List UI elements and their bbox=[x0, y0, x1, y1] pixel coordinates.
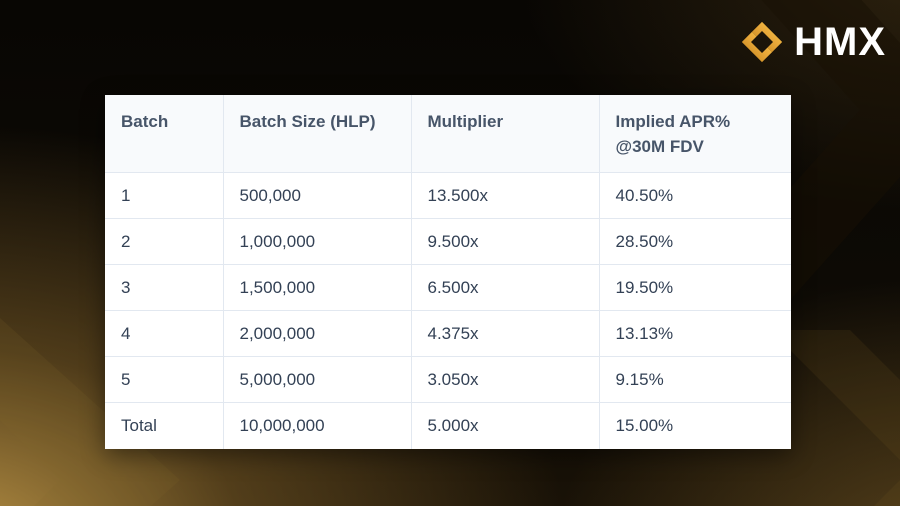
table-cell: 1 bbox=[105, 172, 223, 220]
table-row: 4 2,000,000 4.375x 13.13% bbox=[105, 310, 791, 358]
table-cell: 15.00% bbox=[598, 402, 791, 449]
table-cell: 1,500,000 bbox=[222, 264, 411, 312]
table-cell: 500,000 bbox=[222, 172, 411, 220]
table-cell: 10,000,000 bbox=[222, 402, 411, 449]
hmx-diamond-icon bbox=[741, 21, 783, 63]
table-cell: 3 bbox=[105, 264, 223, 312]
table-cell: 19.50% bbox=[598, 264, 791, 312]
header-cell-implied-apr: Implied APR% @30M FDV bbox=[598, 95, 791, 174]
header-cell-batch: Batch bbox=[105, 95, 223, 174]
header-cell-multiplier: Multiplier bbox=[410, 95, 599, 174]
table-cell: 13.500x bbox=[410, 172, 599, 220]
table-cell: 28.50% bbox=[598, 218, 791, 266]
table-row: 1 500,000 13.500x 40.50% bbox=[105, 172, 791, 220]
table-cell: 2,000,000 bbox=[222, 310, 411, 358]
brand-name: HMX bbox=[794, 20, 886, 64]
table-cell: 3.050x bbox=[410, 356, 599, 404]
table-cell: Total bbox=[105, 402, 223, 449]
table-cell: 5 bbox=[105, 356, 223, 404]
apr-table: Batch Batch Size (HLP) Multiplier Implie… bbox=[105, 95, 791, 449]
table-cell: 4 bbox=[105, 310, 223, 358]
table-cell: 9.15% bbox=[598, 356, 791, 404]
table-cell: 1,000,000 bbox=[222, 218, 411, 266]
table-cell: 5,000,000 bbox=[222, 356, 411, 404]
table-header-row: Batch Batch Size (HLP) Multiplier Implie… bbox=[105, 95, 791, 174]
table-cell: 9.500x bbox=[410, 218, 599, 266]
table-cell: 40.50% bbox=[598, 172, 791, 220]
table-cell: 2 bbox=[105, 218, 223, 266]
table-row: 5 5,000,000 3.050x 9.15% bbox=[105, 356, 791, 404]
table-row: 3 1,500,000 6.500x 19.50% bbox=[105, 264, 791, 312]
table-cell: 5.000x bbox=[410, 402, 599, 449]
table-cell: 13.13% bbox=[598, 310, 791, 358]
apr-table-card: Batch Batch Size (HLP) Multiplier Implie… bbox=[105, 95, 791, 449]
table-cell: 6.500x bbox=[410, 264, 599, 312]
table-row-total: Total 10,000,000 5.000x 15.00% bbox=[105, 402, 791, 449]
table-row: 2 1,000,000 9.500x 28.50% bbox=[105, 218, 791, 266]
table-cell: 4.375x bbox=[410, 310, 599, 358]
brand-logo: HMX bbox=[740, 20, 886, 64]
table-body: 1 500,000 13.500x 40.50% 2 1,000,000 9.5… bbox=[105, 172, 791, 449]
header-cell-batch-size: Batch Size (HLP) bbox=[222, 95, 411, 174]
table-header: Batch Batch Size (HLP) Multiplier Implie… bbox=[105, 95, 791, 174]
